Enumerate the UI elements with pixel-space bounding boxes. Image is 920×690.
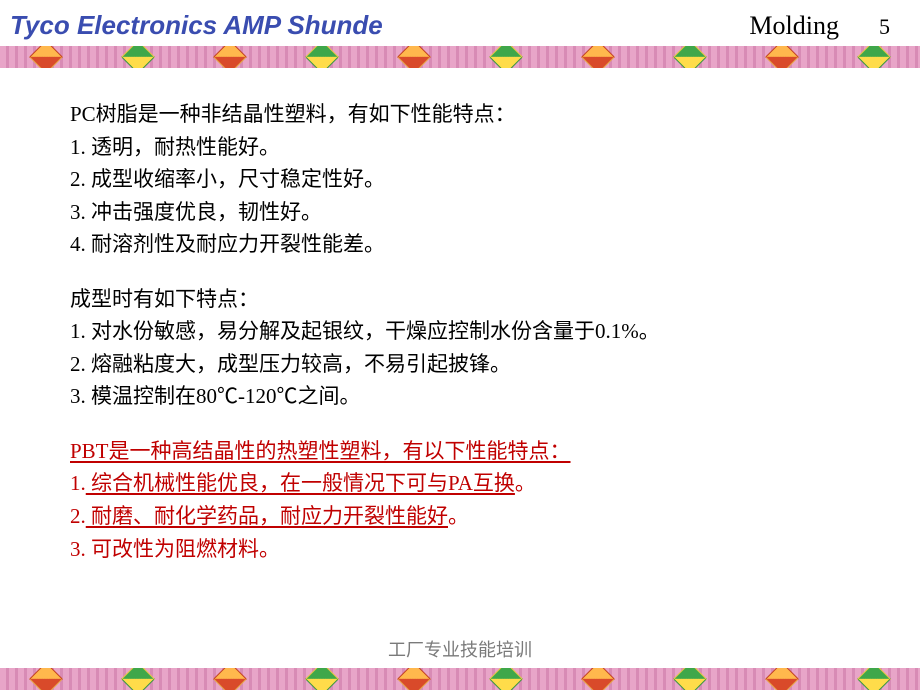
diamond-icon bbox=[121, 668, 155, 690]
diamond-icon bbox=[213, 668, 247, 690]
footer-wrap: 工厂专业技能培训 bbox=[0, 614, 920, 666]
section-title: Molding bbox=[749, 11, 839, 41]
diamond-icon bbox=[765, 46, 799, 68]
diamond-icon bbox=[489, 668, 523, 690]
diamond-icon bbox=[397, 668, 431, 690]
list-item: 2. 耐磨、耐化学药品，耐应力开裂性能好。 bbox=[70, 500, 860, 533]
diamond-icon bbox=[857, 668, 891, 690]
list-item: 4. 耐溶剂性及耐应力开裂性能差。 bbox=[70, 228, 860, 261]
list-item: 1. 对水份敏感，易分解及起银纹，干燥应控制水份含量于0.1%。 bbox=[70, 315, 860, 348]
diamond-icon bbox=[857, 46, 891, 68]
slide-content: PC树脂是一种非结晶性塑料，有如下性能特点： 1. 透明，耐热性能好。 2. 成… bbox=[0, 68, 920, 575]
diamond-icon bbox=[29, 46, 63, 68]
company-title: Tyco Electronics AMP Shunde bbox=[10, 10, 383, 41]
header-right: Molding 5 bbox=[749, 11, 890, 41]
pc-intro: PC树脂是一种非结晶性塑料，有如下性能特点： bbox=[70, 98, 860, 131]
diamond-icon bbox=[305, 668, 339, 690]
list-item: 3. 冲击强度优良，韧性好。 bbox=[70, 196, 860, 229]
diamond-icon bbox=[765, 668, 799, 690]
footer-text: 工厂专业技能培训 bbox=[0, 636, 920, 662]
diamond-icon bbox=[673, 668, 707, 690]
pc-section: PC树脂是一种非结晶性塑料，有如下性能特点： 1. 透明，耐热性能好。 2. 成… bbox=[70, 98, 860, 261]
diamond-icon bbox=[305, 46, 339, 68]
decorative-band-bottom bbox=[0, 668, 920, 690]
list-item: 1. 透明，耐热性能好。 bbox=[70, 131, 860, 164]
page-number: 5 bbox=[879, 14, 890, 40]
diamond-icon bbox=[29, 668, 63, 690]
diamond-icon bbox=[581, 46, 615, 68]
list-item: 2. 熔融粘度大，成型压力较高，不易引起披锋。 bbox=[70, 348, 860, 381]
decorative-band-top bbox=[0, 46, 920, 68]
slide-header: Tyco Electronics AMP Shunde Molding 5 bbox=[0, 0, 920, 46]
list-item: 2. 成型收缩率小，尺寸稳定性好。 bbox=[70, 163, 860, 196]
list-item: 3. 模温控制在80℃-120℃之间。 bbox=[70, 380, 860, 413]
diamond-icon bbox=[673, 46, 707, 68]
list-item: 1. 综合机械性能优良，在一般情况下可与PA互换。 bbox=[70, 467, 860, 500]
diamond-icon bbox=[121, 46, 155, 68]
molding-section: 成型时有如下特点： 1. 对水份敏感，易分解及起银纹，干燥应控制水份含量于0.1… bbox=[70, 283, 860, 413]
diamond-icon bbox=[397, 46, 431, 68]
diamond-icon bbox=[581, 668, 615, 690]
diamond-icon bbox=[213, 46, 247, 68]
molding-intro: 成型时有如下特点： bbox=[70, 283, 860, 316]
list-item: 3. 可改性为阻燃材料。 bbox=[70, 533, 860, 566]
diamond-icon bbox=[489, 46, 523, 68]
pbt-section: PBT是一种高结晶性的热塑性塑料，有以下性能特点： 1. 综合机械性能优良，在一… bbox=[70, 435, 860, 565]
pbt-intro: PBT是一种高结晶性的热塑性塑料，有以下性能特点： bbox=[70, 435, 860, 468]
